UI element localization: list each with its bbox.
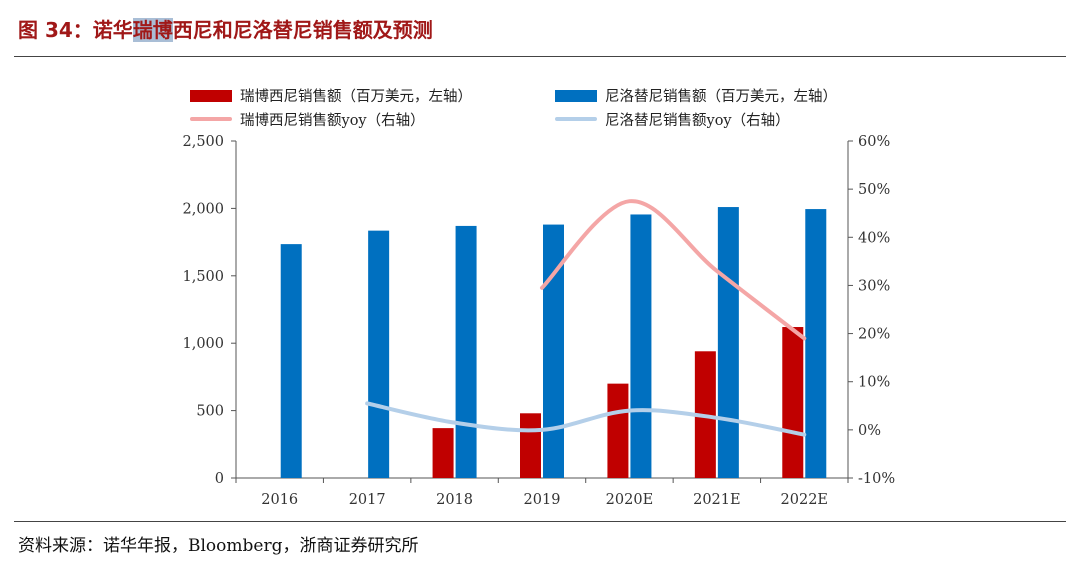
bottom-rule <box>14 521 1066 522</box>
right-axis-tick-label: 20% <box>858 327 890 343</box>
right-axis-tick-label: -10% <box>858 471 895 487</box>
source-note: 资料来源：诺华年报，Bloomberg，浙商证券研究所 <box>18 536 419 556</box>
legend-item-ribociclib-yoy: 瑞博西尼销售额yoy（右轴） <box>190 109 425 130</box>
right-axis-tick-label: 50% <box>858 182 890 198</box>
legend-swatch-ribociclib-yoy <box>190 117 232 121</box>
left-axis-tick-label: 2,000 <box>182 201 224 217</box>
line-ribociclib-yoy <box>540 199 807 341</box>
bar-nilotinib-sales <box>630 214 652 478</box>
legend-swatch-nilotinib-yoy <box>555 117 597 121</box>
legend-swatch-ribociclib-sales <box>190 90 232 102</box>
bar-ribociclib-sales <box>607 383 629 478</box>
legend-swatch-nilotinib-sales <box>555 90 597 102</box>
right-axis-tick-label: 0% <box>858 423 881 439</box>
title-highlight: 瑞博 <box>132 18 173 42</box>
left-axis-tick-label: 0 <box>215 471 224 487</box>
legend-item-nilotinib-sales: 尼洛替尼销售额（百万美元，左轴） <box>555 85 837 106</box>
left-axis-tick-label: 1,000 <box>182 336 224 352</box>
bar-ribociclib-sales <box>782 327 804 478</box>
x-axis-tick-label: 2022E <box>781 492 829 508</box>
bar-nilotinib-sales <box>717 207 739 478</box>
line-nilotinib-yoy <box>365 401 807 437</box>
bar-nilotinib-sales <box>280 244 302 478</box>
x-axis-tick-label: 2016 <box>261 492 298 508</box>
right-axis-tick-label: 30% <box>858 278 890 294</box>
figure-title: 图 34：诺华瑞博西尼和尼洛替尼销售额及预测 <box>18 18 433 42</box>
x-axis-tick-label: 2018 <box>436 492 473 508</box>
x-axis-tick-label: 2019 <box>524 492 561 508</box>
bar-nilotinib-sales <box>805 209 827 478</box>
bar-nilotinib-sales <box>543 224 564 478</box>
bar-nilotinib-sales <box>368 230 390 478</box>
bar-ribociclib-sales <box>432 428 454 478</box>
left-axis-tick-label: 500 <box>196 404 224 420</box>
x-axis-tick-label: 2017 <box>349 492 386 508</box>
x-axis-tick-label: 2021E <box>693 492 741 508</box>
top-rule <box>14 56 1066 57</box>
right-axis-tick-label: 40% <box>858 230 890 246</box>
legend-item-ribociclib-sales: 瑞博西尼销售额（百万美元，左轴） <box>190 85 472 106</box>
x-axis-tick-label: 2020E <box>606 492 654 508</box>
legend-item-nilotinib-yoy: 尼洛替尼销售额yoy（右轴） <box>555 109 790 130</box>
bar-nilotinib-sales <box>455 225 477 478</box>
right-axis-tick-label: 10% <box>858 375 890 391</box>
left-axis-tick-label: 1,500 <box>182 269 224 285</box>
bar-ribociclib-sales <box>520 413 541 478</box>
right-axis-tick-label: 60% <box>858 134 890 150</box>
left-axis-tick-label: 2,500 <box>182 134 224 150</box>
